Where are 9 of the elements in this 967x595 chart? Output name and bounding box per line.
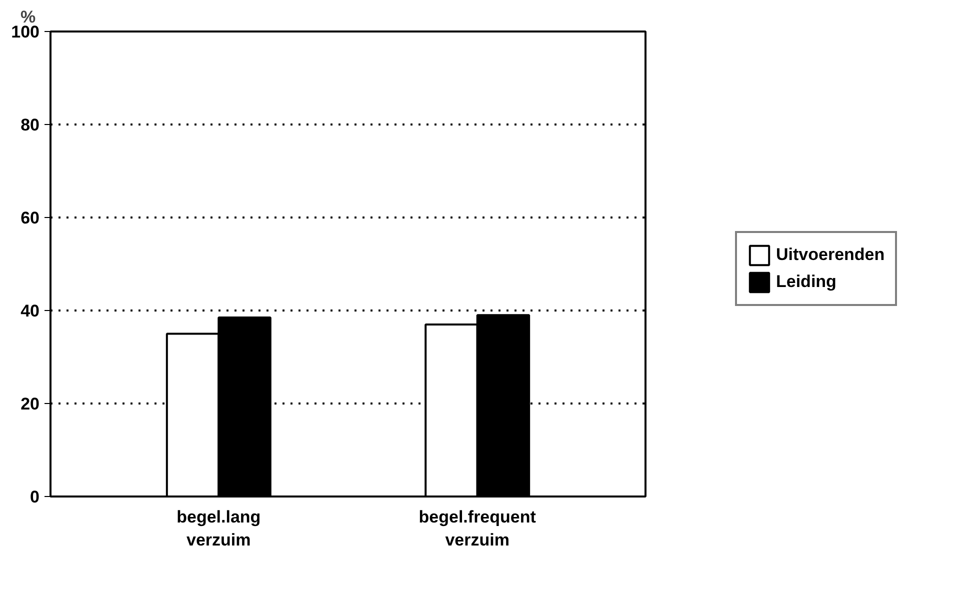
y-tick-label: 80	[20, 116, 40, 134]
y-tick-label: 40	[20, 302, 40, 320]
legend-label: Uitvoerenden	[776, 245, 885, 265]
y-tick-label: 0	[30, 488, 40, 506]
x-tick-label: begel.lang verzuim	[176, 508, 261, 550]
y-tick-label: 20	[20, 394, 40, 414]
legend-label: Leiding	[776, 272, 836, 292]
y-tick-label: 60	[20, 208, 40, 228]
x-tick-label: begel.frequent verzuim	[418, 508, 536, 550]
